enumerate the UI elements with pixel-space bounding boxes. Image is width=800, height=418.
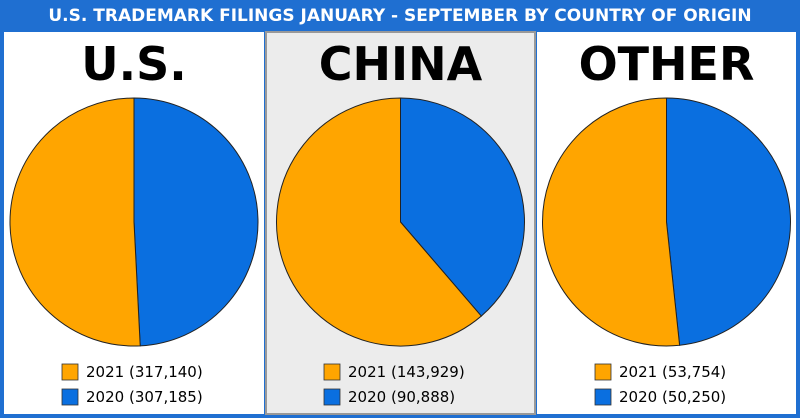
legend-value: (143,929) bbox=[391, 363, 465, 381]
pie-slice bbox=[666, 97, 791, 346]
legend-year: 2021 bbox=[619, 363, 657, 381]
legend-value: (317,140) bbox=[129, 363, 203, 381]
panel-title: CHINA bbox=[319, 37, 483, 91]
legend-year: 2021 bbox=[86, 363, 124, 381]
legend-year: 2020 bbox=[86, 388, 124, 406]
legend-label: 2020 (50,250) bbox=[619, 388, 726, 406]
legend-value: (50,250) bbox=[662, 388, 726, 406]
pie-slice bbox=[400, 97, 525, 317]
legend-swatch bbox=[61, 363, 79, 381]
legend-swatch bbox=[323, 388, 341, 406]
legend-label: 2020 (90,888) bbox=[348, 388, 455, 406]
pie-slice bbox=[542, 97, 681, 347]
legend-value: (307,185) bbox=[129, 388, 203, 406]
page-title: U.S. TRADEMARK FILINGS JANUARY - SEPTEMB… bbox=[48, 6, 751, 26]
legend-swatch bbox=[61, 388, 79, 406]
legend-year: 2020 bbox=[348, 388, 386, 406]
legend-value: (53,754) bbox=[662, 363, 726, 381]
legend-swatch bbox=[594, 363, 612, 381]
legend-swatch bbox=[594, 388, 612, 406]
legend-label: 2021 (317,140) bbox=[86, 363, 203, 381]
pie-slice bbox=[133, 97, 259, 347]
pie-slice bbox=[276, 97, 482, 347]
legend-label: 2021 (53,754) bbox=[619, 363, 726, 381]
legend-value: (90,888) bbox=[391, 388, 455, 406]
legend-swatch bbox=[323, 363, 341, 381]
pie-slice bbox=[9, 97, 141, 347]
legend-year: 2020 bbox=[619, 388, 657, 406]
legend-label: 2020 (307,185) bbox=[86, 388, 203, 406]
panel-title: U.S. bbox=[81, 37, 186, 91]
legend-year: 2021 bbox=[348, 363, 386, 381]
legend-label: 2021 (143,929) bbox=[348, 363, 465, 381]
panel-title: OTHER bbox=[579, 37, 755, 91]
